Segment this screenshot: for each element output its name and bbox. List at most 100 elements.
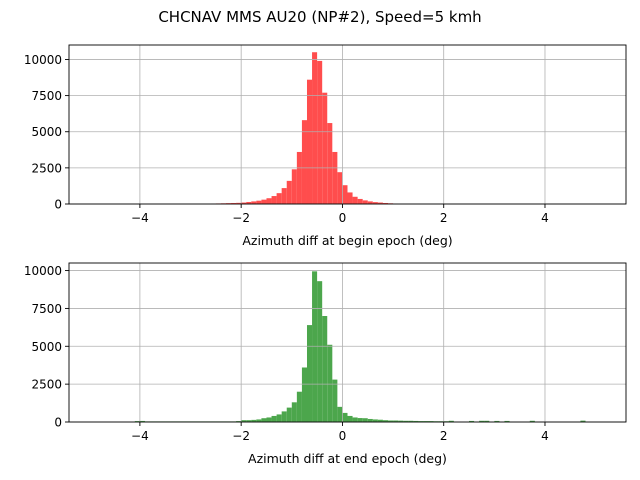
axes-frame [68,262,627,423]
histogram-bar [276,414,282,422]
histogram-bar [367,201,373,204]
histogram-bar [256,419,262,422]
histogram-bar [317,281,323,422]
histogram-bar [418,421,424,422]
histogram-bar [352,417,358,422]
histogram-bar [246,201,252,204]
histogram-bar [337,172,343,204]
histogram-bar [134,421,140,422]
histogram-bar [413,420,419,422]
histogram-bar [504,420,510,422]
histogram-bar [479,420,485,422]
histogram-bar [357,198,363,204]
x-tick-label: −2 [232,211,250,225]
histogram-bars [210,52,399,204]
x-tick-label: 2 [440,211,448,225]
histogram-bar [306,79,313,204]
x-tick-label: 0 [339,211,347,225]
y-tick-label: 7500 [31,89,62,103]
y-tick-label: 2500 [31,378,62,392]
histogram-bar [372,202,378,204]
histogram-bar [236,421,242,422]
axes-frame [68,44,627,205]
histogram-bar [256,200,262,204]
x-tick-label: −4 [131,429,149,443]
histogram-bar [377,419,383,422]
histogram-bar [347,192,353,204]
y-tick-label: 7500 [31,302,62,316]
histogram-begin-epoch: −4 −2 0 2 4 0 2500 5000 7500 10000 Azimuth diff at… [24,44,627,248]
histogram-bar [357,418,363,422]
histogram-bar [332,379,338,422]
histogram-bar [291,169,297,204]
histogram-end-epoch: −4 −2 0 2 4 0 2500 5000 7500 10000 Azimuth diff at… [24,262,627,466]
histogram-bar [241,202,247,204]
histogram-bar [266,417,272,422]
histogram-bar [261,199,267,204]
histogram-bar [322,316,328,422]
histogram-bar [469,420,475,422]
histogram-bar [484,420,490,422]
histogram-bar [261,418,267,422]
histogram-bar [139,420,145,422]
x-tick-label: −4 [131,211,149,225]
x-axis-label: Azimuth diff at end epoch (deg) [248,451,447,466]
histogram-bar [332,151,338,204]
histogram-bar [286,180,292,204]
histogram-bar [377,202,383,204]
histogram-bar [327,123,333,204]
x-tick-label: −2 [232,429,250,443]
histogram-bar [291,402,297,422]
histogram-bar [271,415,277,422]
x-tick-label: 4 [541,211,549,225]
histogram-bar [388,420,394,422]
histogram-bar [231,202,237,204]
y-tick-label: 5000 [31,125,62,139]
histogram-bar [306,325,313,422]
histogram-bar [236,202,242,204]
figure-title: CHCNAV MMS AU20 (NP#2), Speed=5 kmh [158,8,481,26]
histogram-bar [362,200,368,204]
y-tick-label: 2500 [31,161,62,175]
x-tick-label: 0 [339,429,347,443]
histogram-bar [529,420,535,422]
histogram-bar [372,419,378,422]
histogram-bar [276,193,282,204]
histogram-bar [352,196,358,204]
histogram-bar [322,92,328,204]
histogram-bar [382,420,389,422]
histogram-bar [251,419,257,422]
histogram-bar [301,120,307,204]
histogram-bar [367,418,373,422]
histogram-bar [428,421,434,422]
histogram-bar [327,344,333,422]
histogram-bar [266,198,272,204]
histogram-bar [246,420,252,422]
histogram-bar [301,367,307,422]
histogram-bar [362,418,368,422]
histogram-bar [281,188,287,204]
histogram-bar [342,185,348,204]
histogram-bar [317,60,323,204]
y-tick-label: 0 [54,198,62,212]
histogram-bar [403,420,409,422]
histogram-bar [342,412,348,422]
histogram-bar [271,196,277,204]
histogram-bar [408,420,414,422]
histogram-bar [312,52,318,204]
histogram-bar [296,151,302,204]
histogram-bar [580,420,586,422]
histogram-bar [494,420,500,422]
histogram-bar [347,415,353,422]
histogram-bar [286,407,292,422]
histogram-bar [281,411,287,422]
histogram-bar [398,420,404,422]
histogram-bar [448,420,454,422]
histogram-bar [423,421,429,422]
histogram-bar [382,202,389,204]
x-axis-label: Azimuth diff at begin epoch (deg) [242,233,452,248]
x-tick-label: 4 [541,429,549,443]
histogram-bar [241,420,247,422]
histogram-bar [393,420,399,422]
